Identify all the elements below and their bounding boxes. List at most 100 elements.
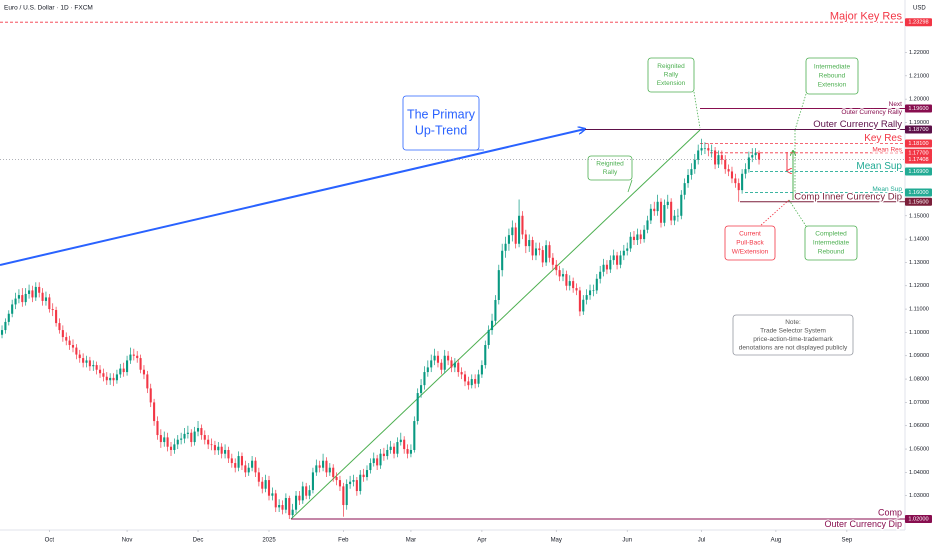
candle-body [632, 236, 636, 241]
candle-body [480, 365, 483, 375]
x-tick-label: Oct [45, 538, 55, 544]
candle-body [342, 486, 345, 506]
candle-body [0, 330, 4, 335]
candle-body [139, 358, 142, 370]
candle-body [666, 201, 669, 206]
candle-body [376, 458, 379, 466]
candle-body [24, 293, 27, 303]
candle-body [626, 248, 629, 251]
candle-body [129, 354, 132, 361]
level-label: Comp [878, 508, 902, 518]
candle-body [325, 460, 328, 473]
candle-body [646, 220, 649, 230]
candle-body [578, 290, 581, 312]
candle-body [555, 264, 558, 271]
candle-body [264, 480, 267, 489]
candle-body [227, 449, 230, 459]
candle-body [700, 148, 703, 151]
callout-box [805, 57, 859, 95]
candle-body [386, 449, 389, 457]
callout-text: Intermediate [814, 64, 851, 71]
candle-body [328, 467, 331, 473]
candle-body [210, 444, 213, 446]
candle-body [521, 215, 524, 235]
candle-body [254, 460, 257, 473]
level-label: Mean Sup [856, 161, 902, 172]
callout-text: Reignited [596, 160, 624, 167]
candle-body [71, 345, 75, 348]
candle-body [11, 304, 14, 314]
candle-body [538, 248, 541, 251]
candle-body [463, 374, 467, 382]
candle-body [186, 432, 189, 434]
candle-body [744, 169, 747, 174]
candle-body [274, 493, 277, 508]
candle-body [21, 295, 24, 303]
candle-body [190, 432, 193, 443]
candle-body [58, 323, 61, 331]
candle-body [318, 465, 321, 468]
candle-body [288, 498, 291, 516]
callout-text: Rally [664, 72, 679, 79]
candle-body [7, 313, 10, 322]
y-tick-label: 1.08000 [909, 377, 929, 383]
x-tick-label: Feb [338, 538, 349, 544]
candle-body [605, 264, 608, 270]
candle-body [443, 355, 446, 370]
candle-body [230, 458, 233, 464]
candle-body [504, 243, 507, 251]
candle-body [173, 444, 176, 450]
candle-body [308, 490, 311, 496]
candle-body [636, 234, 639, 241]
candle-body [240, 456, 244, 466]
candle-body [588, 290, 592, 296]
price-box [905, 515, 932, 524]
candle-body [730, 171, 734, 179]
candle-body [51, 309, 54, 311]
candle-body [484, 345, 487, 366]
y-tick-label: 1.15000 [909, 213, 929, 219]
price-box-label: 1.23298 [908, 20, 928, 26]
candle-body [251, 460, 254, 468]
price-box-label: 1.16000 [908, 190, 928, 196]
candle-body [281, 505, 284, 510]
candle-body [693, 159, 696, 170]
candle-body [31, 290, 34, 298]
callout-box [402, 95, 480, 151]
candle-body [163, 437, 166, 443]
candle-body [193, 431, 196, 443]
candle-body [514, 227, 517, 244]
candle-body [460, 372, 463, 375]
y-tick-label: 1.10000 [909, 330, 929, 336]
level-label: Outer Currency Dip [824, 519, 902, 529]
callout-text: Rebound [819, 73, 846, 80]
candle-body [369, 463, 372, 471]
x-tick-label: Sep [842, 538, 853, 544]
candle-body [359, 474, 362, 492]
candle-body [122, 368, 125, 373]
price-box [905, 197, 932, 206]
candle-body [541, 250, 544, 263]
candle-body [426, 367, 429, 373]
x-tick-label: Dec [193, 538, 204, 544]
y-tick-label: 1.14000 [909, 237, 929, 243]
candle-body [582, 299, 585, 312]
level-label: Major Key Res [830, 11, 903, 23]
candle-body [183, 433, 186, 439]
candle-body [413, 421, 416, 450]
candle-body [548, 245, 551, 258]
candle-body [680, 194, 683, 216]
callout-text: price-action-time-trademark [753, 336, 833, 343]
y-tick-label: 1.09000 [909, 353, 929, 359]
y-tick-label: 1.22000 [909, 50, 929, 56]
candle-body [609, 260, 612, 270]
candle-body [156, 421, 159, 436]
callout-text: Current [739, 231, 761, 238]
candle-body [95, 365, 98, 370]
candle-body [423, 372, 426, 386]
pointer [627, 179, 633, 193]
callout-text: Intermediate [813, 240, 850, 247]
candle-body [169, 446, 173, 450]
